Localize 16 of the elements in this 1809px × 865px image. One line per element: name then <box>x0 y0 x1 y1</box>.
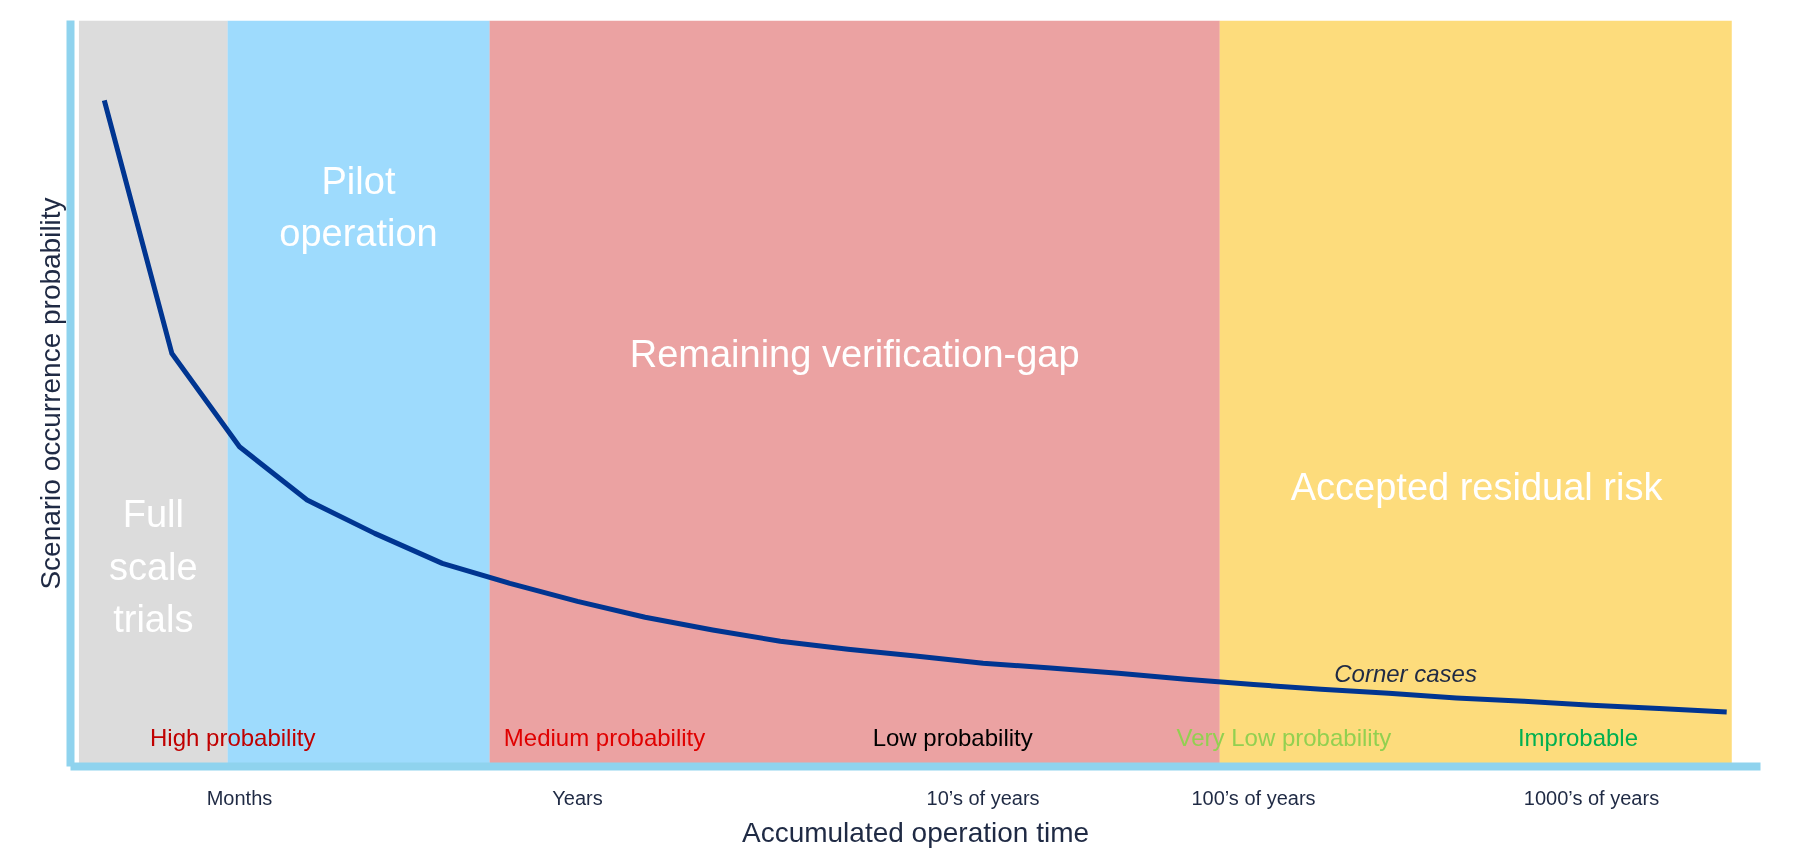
x-tick-label: 10’s of years <box>926 786 1040 809</box>
annotation: High probability <box>150 723 316 751</box>
x-tick-label: Months <box>206 786 273 809</box>
x-axis-title: Accumulated operation time <box>741 816 1090 848</box>
annotation: Remaining verification-gap <box>629 332 1080 375</box>
annotation: Pilot operation <box>279 159 438 255</box>
annotation: Improbable <box>1517 723 1639 751</box>
x-tick-label: 100’s of years <box>1191 786 1316 809</box>
x-tick-label: Years <box>552 786 603 809</box>
annotation: Very Low probability <box>1176 723 1392 751</box>
annotation: Accepted residual risk <box>1290 465 1664 508</box>
x-tick-label: 1000’s of years <box>1523 786 1660 809</box>
annotation: Medium probability <box>503 723 706 751</box>
annotation: Low probability <box>872 723 1033 751</box>
annotation: Corner cases <box>1334 659 1477 687</box>
y-axis-title: Scenario occurrence probability <box>34 197 66 590</box>
